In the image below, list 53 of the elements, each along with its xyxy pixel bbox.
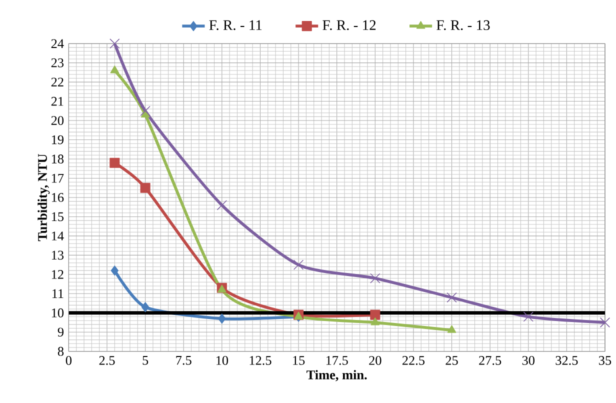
- point: [600, 317, 610, 328]
- point: [110, 266, 119, 276]
- legend-label: F. R. - 12: [322, 20, 376, 30]
- y-axis-title: Turbidity, NTU: [38, 154, 50, 242]
- x-tick-label: 5: [142, 356, 148, 365]
- point: [370, 273, 380, 284]
- x-tick-label: 15: [293, 356, 305, 365]
- legend-label: F. R. - 13: [436, 20, 490, 30]
- x-tick-label: 35: [599, 356, 612, 365]
- x-tick-label: 2.5: [99, 356, 115, 366]
- y-tick-label: 18: [52, 154, 64, 164]
- point: [370, 310, 380, 320]
- y-tick-label: 22: [51, 78, 64, 86]
- point: [140, 106, 150, 116]
- y-tick-label: 11: [52, 289, 64, 298]
- y-tick-label: 20: [51, 116, 64, 126]
- y-tick-label: 12: [52, 270, 64, 279]
- x-tick-label: 7.5: [176, 356, 192, 365]
- x-tick-label: 25: [446, 356, 458, 365]
- x-tick-label: 12.5: [250, 356, 272, 366]
- x-axis-title: Time, min.: [306, 370, 367, 382]
- x-tick-label: 22.5: [402, 356, 424, 366]
- point: [110, 38, 120, 49]
- x-tick-label: 20: [369, 356, 382, 365]
- y-tick-label: 8: [58, 346, 64, 356]
- y-tick-label: 15: [52, 212, 64, 222]
- x-tick-label: 32.5: [556, 356, 578, 366]
- y-tick-label: 10: [52, 308, 64, 318]
- y-tick-label: 14: [52, 232, 64, 240]
- point: [523, 312, 534, 322]
- point: [141, 302, 150, 312]
- y-tick-label: 13: [52, 250, 64, 260]
- point: [370, 318, 380, 326]
- y-tick-label: 23: [51, 58, 64, 68]
- x-tick-label: 27.5: [479, 356, 502, 366]
- point: [218, 314, 226, 324]
- y-tick-label: 24: [51, 39, 64, 48]
- y-tick-label: 19: [52, 135, 64, 144]
- x-tick-label: 30: [522, 356, 534, 365]
- x-tick-label: 17.5: [326, 356, 348, 365]
- point: [110, 158, 120, 168]
- point: [293, 260, 304, 270]
- y-tick-label: 16: [52, 193, 64, 202]
- y-tick-label: 21: [51, 96, 64, 106]
- point: [446, 292, 457, 303]
- y-tick-label: 17: [52, 174, 64, 183]
- x-tick-label: 10: [216, 356, 228, 365]
- point: [447, 325, 456, 333]
- legend-label: F. R. - 11: [209, 20, 262, 30]
- point: [110, 66, 120, 74]
- point: [140, 182, 150, 193]
- y-tick-label: 9: [58, 328, 64, 337]
- x-tick-label: 0: [66, 356, 72, 365]
